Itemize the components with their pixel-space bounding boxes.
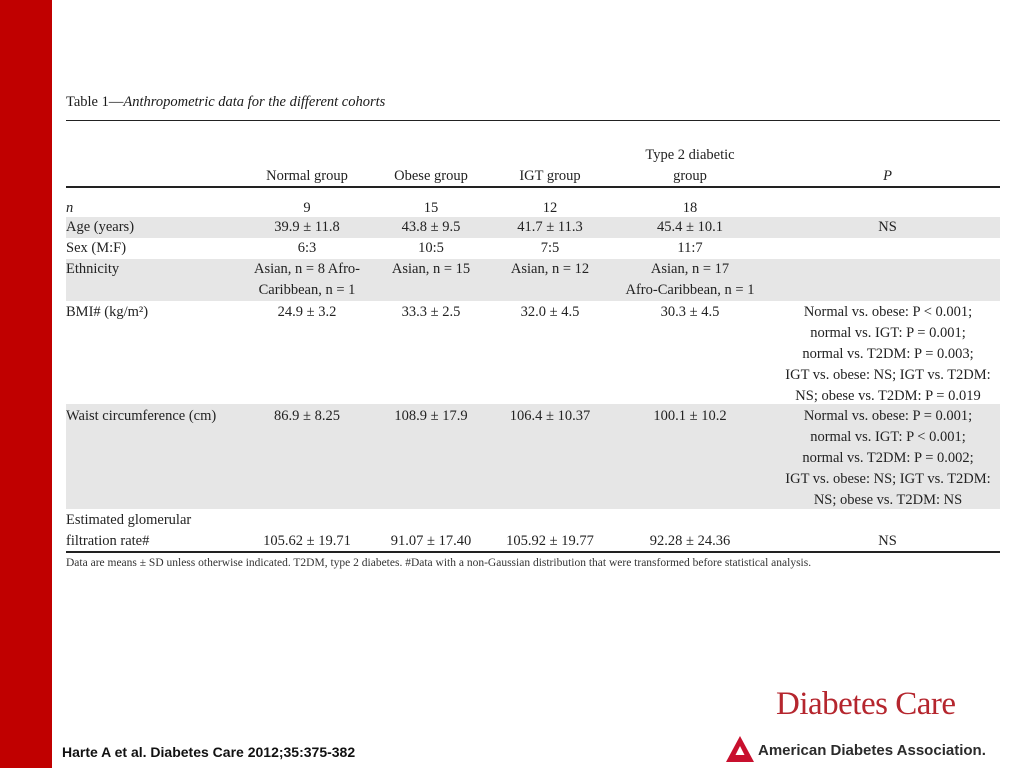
row-egfr-igt: 105.92 ± 19.77 — [506, 533, 594, 549]
row-age-t2dm: 45.4 ± 10.1 — [657, 219, 723, 235]
row-ethnicity-normal: Asian, n = 8 Afro- Caribbean, n = 1 — [253, 261, 361, 298]
row-shade-ethnicity — [66, 259, 1000, 301]
row-sex-t2dm: 11:7 — [677, 240, 703, 256]
table-title-caption: Anthropometric data for the different co… — [123, 94, 386, 110]
header-t2dm-group: Type 2 diabetic group — [645, 147, 735, 184]
table-header-rule — [66, 186, 1000, 188]
row-egfr-t2dm: 92.28 ± 24.36 — [649, 533, 731, 549]
header-igt-group: IGT group — [519, 168, 581, 184]
ada-wordmark: American Diabetes Association. — [758, 742, 986, 759]
row-age-obese: 43.8 ± 9.5 — [401, 219, 461, 235]
row-n-normal: 9 — [303, 200, 311, 216]
header-normal-group: Normal group — [266, 168, 348, 184]
header-obese-group: Obese group — [394, 168, 468, 184]
table-footnote: Data are means ± SD unless otherwise ind… — [66, 557, 812, 569]
left-accent-bar — [0, 0, 52, 768]
row-age-normal: 39.9 ± 11.8 — [274, 219, 340, 235]
row-waist-igt: 106.4 ± 10.37 — [509, 408, 591, 424]
row-egfr-p: NS — [878, 533, 897, 549]
row-age-p: NS — [878, 219, 897, 235]
row-egfr-normal: 105.62 ± 19.71 — [263, 533, 351, 549]
row-waist-p: Normal vs. obese: P = 0.001; normal vs. … — [785, 408, 991, 508]
ada-triangle-icon — [726, 736, 754, 762]
row-sex-label: Sex (M:F) — [66, 240, 127, 256]
row-waist-normal: 86.9 ± 8.25 — [274, 408, 340, 424]
row-n-label: n — [66, 200, 74, 216]
row-bmi-p: Normal vs. obese: P < 0.001; normal vs. … — [785, 304, 991, 404]
row-n-igt: 12 — [542, 200, 558, 216]
row-waist-obese: 108.9 ± 17.9 — [394, 408, 468, 424]
row-n-obese: 15 — [423, 200, 439, 216]
row-ethnicity-igt: Asian, n = 12 — [510, 261, 590, 277]
table-title-dash: — — [108, 94, 124, 110]
table-title: Table 1—Anthropometric data for the diff… — [66, 94, 385, 111]
row-age-label: Age (years) — [66, 219, 135, 235]
citation: Harte A et al. Diabetes Care 2012;35:375… — [62, 744, 356, 760]
row-bmi-normal: 24.9 ± 3.2 — [277, 304, 337, 320]
row-sex-normal: 6:3 — [297, 240, 317, 256]
row-shade-waist — [66, 404, 1000, 509]
row-age-igt: 41.7 ± 11.3 — [517, 219, 583, 235]
row-egfr-label: Estimated glomerular filtration rate# — [66, 512, 192, 549]
row-waist-t2dm: 100.1 ± 10.2 — [653, 408, 727, 424]
row-bmi-igt: 32.0 ± 4.5 — [520, 304, 580, 320]
row-sex-igt: 7:5 — [540, 240, 560, 256]
row-shade-age — [66, 217, 1000, 238]
row-ethnicity-t2dm: Asian, n = 17 Afro-Caribbean, n = 1 — [625, 261, 755, 298]
header-p-value: P — [883, 168, 892, 184]
row-bmi-obese: 33.3 ± 2.5 — [401, 304, 461, 320]
row-sex-obese: 10:5 — [418, 240, 444, 256]
table-bottom-rule — [66, 551, 1000, 553]
row-ethnicity-label: Ethnicity — [66, 261, 120, 277]
row-bmi-t2dm: 30.3 ± 4.5 — [660, 304, 720, 320]
row-bmi-label: BMI# (kg/m²) — [66, 304, 149, 320]
row-waist-label: Waist circumference (cm) — [66, 408, 217, 424]
table-title-label: Table 1 — [66, 94, 109, 110]
row-ethnicity-obese: Asian, n = 15 — [391, 261, 471, 277]
row-egfr-obese: 91.07 ± 17.40 — [390, 533, 472, 549]
diabetes-care-logo: Diabetes Care — [776, 686, 956, 722]
row-n-t2dm: 18 — [682, 200, 698, 216]
table-top-rule — [66, 120, 1000, 121]
